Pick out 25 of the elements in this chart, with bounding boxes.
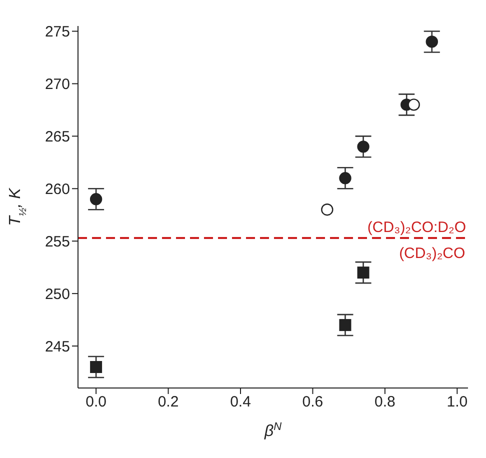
y-tick-label: 260: [44, 180, 70, 198]
x-tick-label: 0.8: [374, 394, 396, 411]
point: [339, 319, 352, 332]
x-tick-label: 0.4: [230, 394, 251, 411]
x-tick-label: 1.0: [446, 394, 468, 411]
y-tick-label: 250: [44, 286, 70, 303]
x-tick-label: 0.2: [158, 394, 179, 411]
y-tick-label: 245: [44, 338, 70, 356]
point: [357, 266, 370, 279]
point: [357, 140, 370, 153]
y-tick-label: 265: [44, 128, 70, 146]
x-axis-title: β$^{N}$: [263, 421, 282, 440]
ref-line-label: (CD₃)₂CO:D₂O: [367, 218, 466, 236]
point: [90, 193, 102, 206]
point: [426, 36, 438, 48]
annotation: (CD₃)₂CO: [399, 244, 466, 262]
y-tick-label: 255: [44, 233, 70, 250]
point: [90, 361, 102, 374]
point: [408, 98, 420, 111]
point: [339, 172, 352, 184]
x-tick-label: 0.0: [86, 394, 106, 411]
y-tick-label: 270: [44, 76, 70, 94]
point: [321, 204, 334, 216]
y-tick-label: 275: [44, 24, 70, 41]
x-tick-label: 0.6: [302, 394, 324, 411]
